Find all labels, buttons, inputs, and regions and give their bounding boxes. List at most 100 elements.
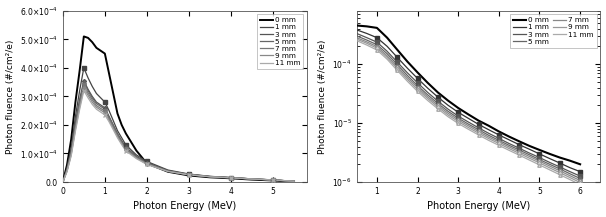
7 mm: [101, 110, 108, 113]
11 mm: [516, 154, 523, 156]
0 mm: [435, 91, 442, 94]
1 mm: [93, 92, 100, 95]
1 mm: [475, 123, 482, 126]
1 mm: [59, 181, 67, 183]
7 mm: [290, 180, 298, 182]
5 mm: [122, 147, 130, 150]
7 mm: [105, 117, 113, 120]
1 mm: [80, 67, 87, 69]
3 mm: [185, 173, 193, 176]
9 mm: [164, 170, 171, 173]
9 mm: [227, 176, 235, 179]
1 mm: [164, 169, 171, 171]
0 mm: [505, 135, 513, 138]
7 mm: [88, 99, 96, 101]
9 mm: [270, 179, 277, 181]
5 mm: [105, 116, 113, 118]
1 mm: [76, 89, 83, 92]
0 mm: [373, 26, 381, 29]
9 mm: [248, 178, 256, 180]
9 mm: [114, 135, 121, 138]
11 mm: [495, 144, 502, 147]
3 mm: [444, 108, 451, 110]
11 mm: [454, 122, 462, 125]
5 mm: [290, 180, 298, 182]
1 mm: [227, 176, 235, 179]
7 mm: [206, 175, 213, 178]
0 mm: [68, 138, 75, 141]
1 mm: [114, 129, 121, 132]
1 mm: [118, 136, 125, 139]
5 mm: [454, 117, 462, 119]
5 mm: [373, 43, 381, 46]
5 mm: [143, 162, 150, 164]
7 mm: [525, 155, 533, 158]
11 mm: [485, 139, 492, 142]
11 mm: [84, 97, 92, 99]
7 mm: [556, 169, 564, 172]
3 mm: [495, 137, 502, 140]
7 mm: [64, 169, 71, 172]
0 mm: [516, 140, 523, 143]
9 mm: [76, 106, 83, 108]
3 mm: [393, 61, 401, 63]
9 mm: [133, 157, 140, 159]
5 mm: [404, 74, 411, 77]
0 mm: [576, 163, 584, 166]
5 mm: [88, 97, 96, 99]
1 mm: [248, 178, 256, 180]
0 mm: [122, 132, 130, 135]
5 mm: [444, 110, 451, 113]
Line: 0 mm: 0 mm: [356, 25, 580, 164]
1 mm: [290, 180, 298, 183]
1 mm: [404, 67, 411, 69]
9 mm: [110, 127, 117, 130]
11 mm: [206, 176, 213, 178]
0 mm: [424, 82, 431, 84]
1 mm: [270, 179, 277, 181]
0 mm: [114, 112, 121, 115]
7 mm: [435, 104, 442, 107]
1 mm: [373, 36, 381, 39]
9 mm: [465, 126, 472, 129]
11 mm: [290, 180, 298, 182]
3 mm: [133, 155, 140, 158]
0 mm: [93, 47, 100, 49]
9 mm: [84, 94, 92, 97]
3 mm: [84, 88, 92, 90]
5 mm: [516, 149, 523, 151]
11 mm: [546, 169, 553, 171]
7 mm: [80, 84, 87, 86]
9 mm: [454, 120, 462, 123]
3 mm: [122, 146, 130, 148]
0 mm: [118, 124, 125, 126]
3 mm: [114, 132, 121, 135]
3 mm: [435, 100, 442, 102]
5 mm: [206, 175, 213, 178]
1 mm: [465, 117, 472, 120]
5 mm: [164, 170, 171, 172]
3 mm: [248, 178, 256, 180]
5 mm: [97, 105, 104, 108]
5 mm: [414, 84, 421, 87]
9 mm: [185, 173, 193, 176]
7 mm: [59, 181, 67, 183]
11 mm: [567, 178, 574, 181]
0 mm: [110, 92, 117, 95]
7 mm: [110, 126, 117, 128]
1 mm: [84, 77, 92, 79]
9 mm: [143, 163, 150, 165]
0 mm: [290, 180, 298, 183]
Legend: 0 mm, 1 mm, 3 mm, 5 mm, 7 mm, 9 mm, 11 mm: 0 mm, 1 mm, 3 mm, 5 mm, 7 mm, 9 mm, 11 m…: [256, 14, 303, 69]
1 mm: [435, 96, 442, 99]
9 mm: [414, 88, 421, 91]
1 mm: [454, 111, 462, 114]
3 mm: [384, 50, 391, 53]
3 mm: [505, 142, 513, 145]
9 mm: [88, 101, 96, 104]
11 mm: [465, 128, 472, 131]
7 mm: [536, 160, 543, 163]
3 mm: [143, 161, 150, 164]
11 mm: [101, 114, 108, 116]
0 mm: [270, 179, 277, 182]
